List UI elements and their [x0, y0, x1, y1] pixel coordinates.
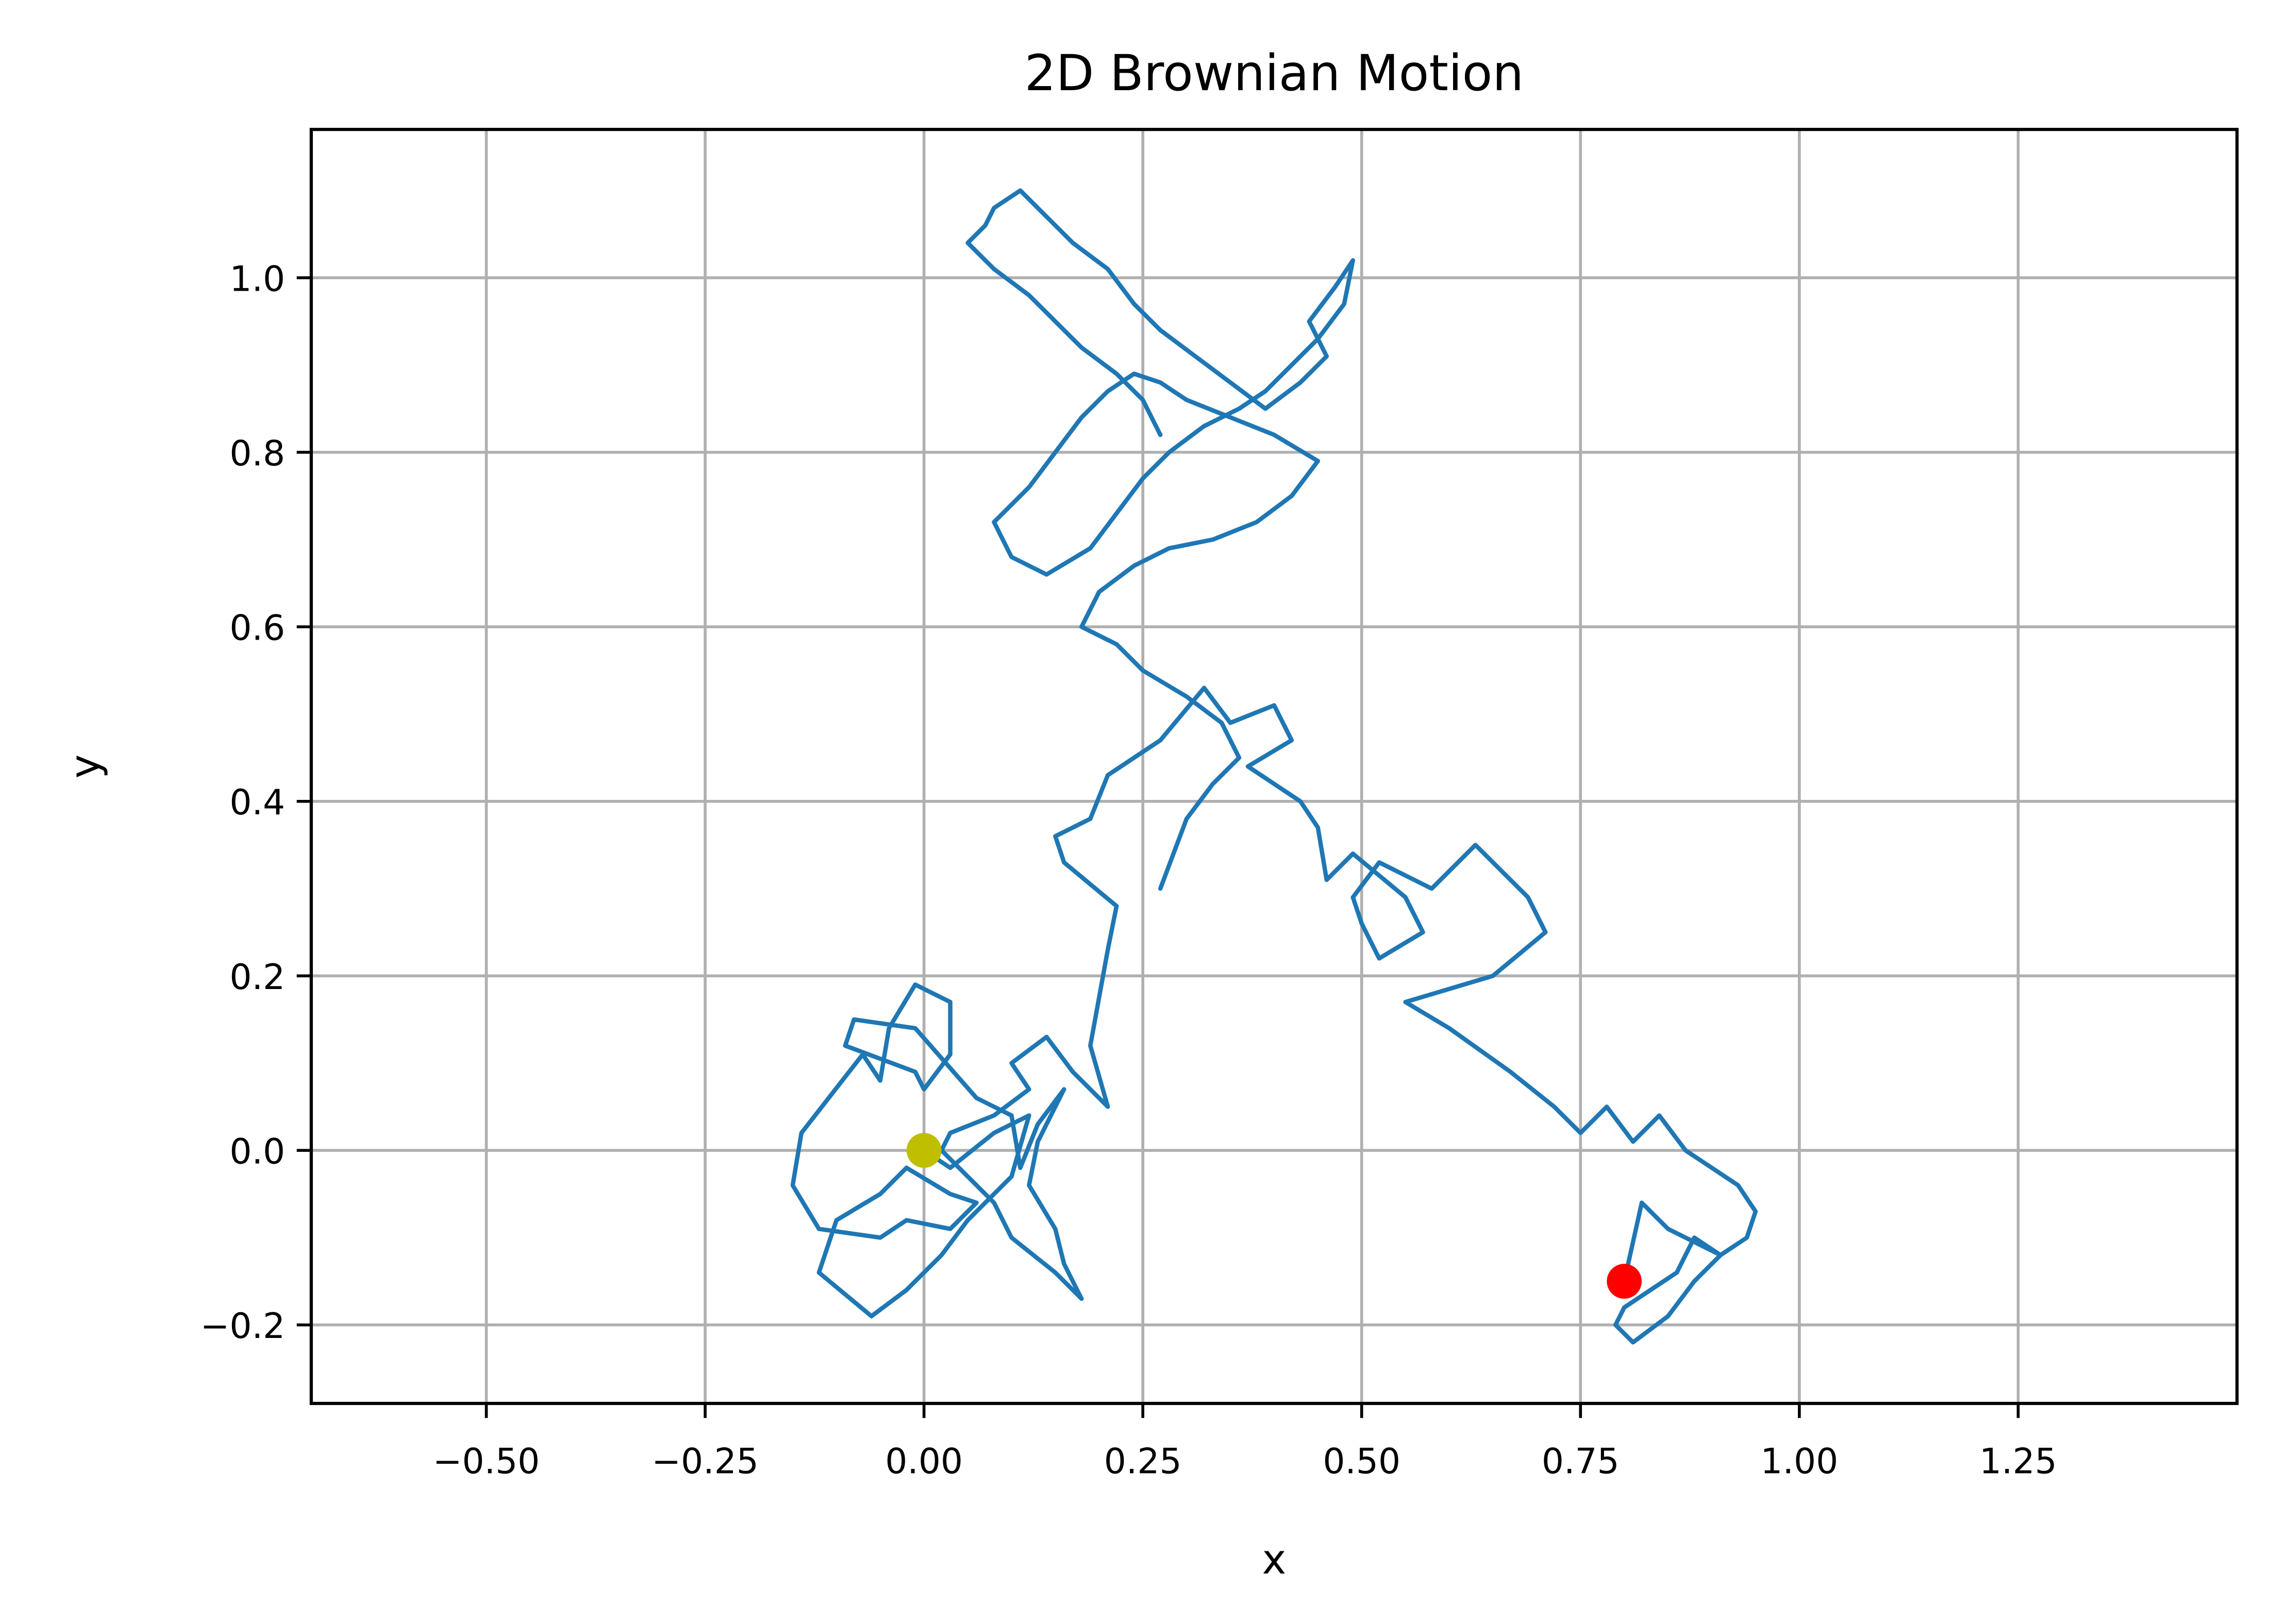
x-tick-label: 0.50 [1323, 1441, 1400, 1481]
y-tick-label: 0.8 [229, 433, 285, 474]
x-tick-label: 1.00 [1760, 1441, 1838, 1481]
y-tick-label: 0.2 [229, 957, 285, 997]
y-tick-label: −0.2 [201, 1305, 285, 1346]
start-point-marker [906, 1133, 942, 1168]
brownian-path-series [790, 685, 1758, 1345]
y-tick-label: 0.6 [229, 608, 285, 648]
y-axis-label: y [61, 755, 109, 779]
y-tick-label: 0.4 [229, 782, 285, 823]
brownian-path-series [965, 188, 1355, 891]
x-axis-label: x [1262, 1536, 1287, 1583]
chart-title: 2D Brownian Motion [1025, 44, 1524, 102]
x-tick-label: 0.25 [1104, 1441, 1182, 1481]
axes-frame [309, 128, 2239, 1405]
x-tick-label: 0.00 [885, 1441, 963, 1481]
x-tick-label: 0.75 [1542, 1441, 1620, 1481]
end-point-marker [1607, 1264, 1642, 1299]
y-tick-label: 0.0 [229, 1131, 285, 1171]
y-tick-label: 1.0 [229, 258, 285, 299]
plot-area: −0.50 −0.25 0.00 0.25 0.50 0.75 1.00 1.25 −0.2 0.… [61, 44, 2239, 1583]
x-tick-label: −0.25 [652, 1441, 759, 1481]
axes-background [311, 129, 2237, 1404]
x-tick-label: −0.50 [433, 1441, 540, 1481]
x-tick-label: 1.25 [1979, 1441, 2057, 1481]
